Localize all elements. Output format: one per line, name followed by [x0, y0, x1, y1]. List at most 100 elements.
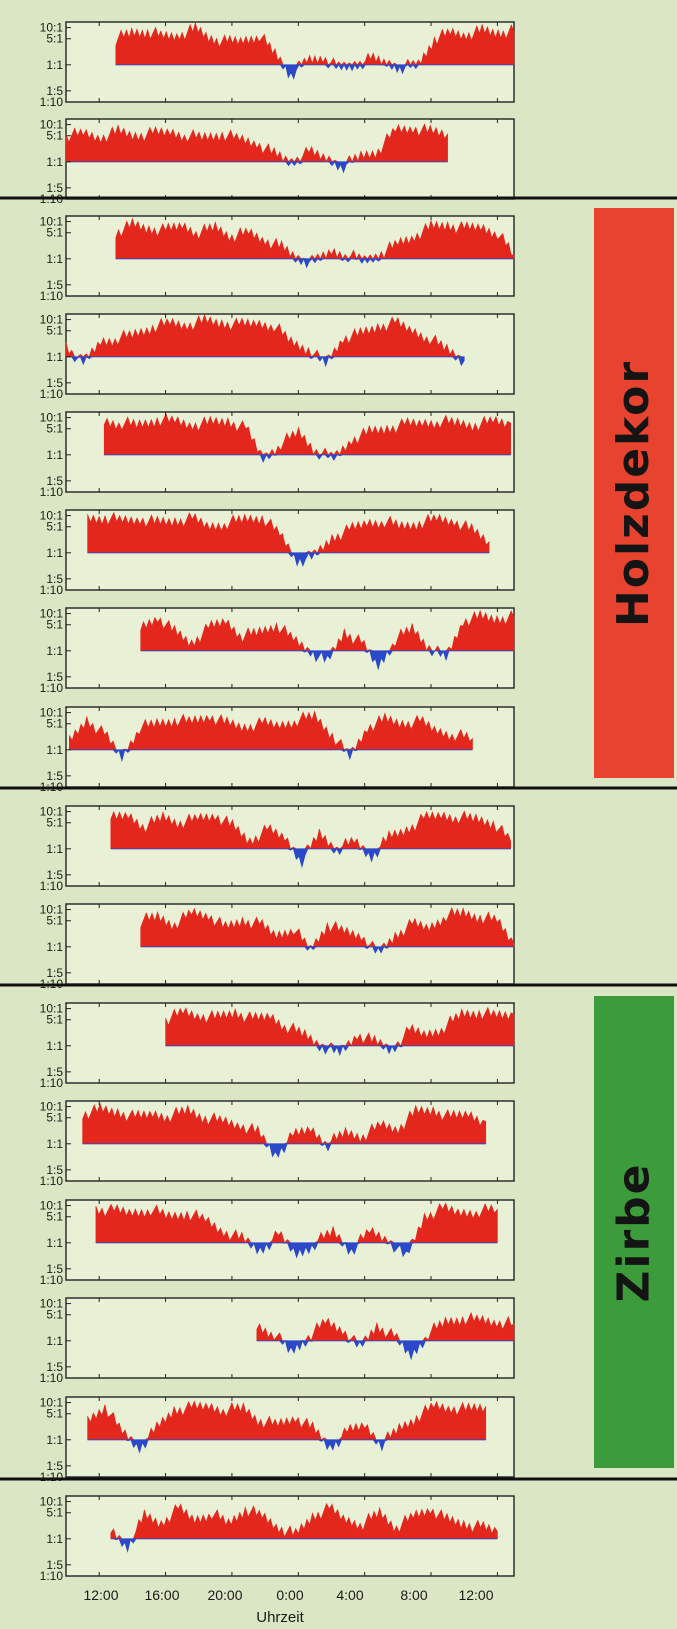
y-tick-label: 10:1	[40, 903, 64, 917]
series-above	[110, 1502, 498, 1540]
y-tick-label: 1:1	[46, 644, 63, 658]
y-tick-label: 1:5	[46, 670, 63, 684]
x-tick-label: 8:00	[400, 1587, 427, 1603]
y-tick-label: 10:1	[40, 607, 64, 621]
y-tick-label: 5:1	[46, 1210, 63, 1224]
y-tick-label: 1:1	[46, 1532, 63, 1546]
x-tick-label: 12:00	[83, 1587, 118, 1603]
panel: 10:15:11:11:51:10	[40, 903, 515, 991]
y-tick-label: 1:1	[46, 252, 63, 266]
panel: 10:15:1 1:1 1:51:10	[40, 411, 515, 499]
series-below	[66, 355, 465, 368]
y-tick-label: 10:1	[40, 215, 64, 229]
panel: 10:15:1 1:1 1:51:10	[40, 1100, 515, 1188]
y-tick-label: 1:10	[40, 289, 64, 303]
y-tick-label: 5:1	[46, 1407, 63, 1421]
x-axis-title: Uhrzeit	[256, 1609, 304, 1626]
y-tick-label: 5:1	[46, 816, 63, 830]
y-tick-label: 1:5	[46, 769, 63, 783]
y-tick-label: 10:1	[40, 1199, 64, 1213]
series-above	[103, 412, 511, 456]
y-tick-label: 1:10	[40, 1273, 64, 1287]
y-tick-label: 1:10	[40, 1569, 64, 1583]
zirbe-label-text: Zirbe	[608, 1161, 660, 1303]
panel: 10:15:11:11:51:10	[40, 1199, 515, 1287]
series-below	[82, 1143, 486, 1158]
y-tick-label: 1:10	[40, 583, 64, 597]
y-tick-label: 10:1	[40, 118, 64, 132]
series-below	[66, 160, 448, 174]
y-tick-label: 10:1	[40, 706, 64, 720]
series-above	[115, 21, 515, 66]
y-tick-label: 10:1	[40, 1297, 64, 1311]
y-tick-label: 1:5	[46, 376, 63, 390]
series-above	[87, 1400, 487, 1441]
y-tick-label: 1:1	[46, 1039, 63, 1053]
y-tick-label: 10:1	[40, 1495, 64, 1509]
zirbe-label: Zirbe	[594, 996, 674, 1468]
group-separators	[0, 196, 677, 1481]
series-below	[69, 749, 473, 763]
series-above	[69, 710, 473, 751]
y-tick-label: 1:1	[46, 448, 63, 462]
series-below	[104, 454, 511, 463]
panel: 10:15:11:11:51:10	[40, 118, 515, 206]
y-tick-label: 5:1	[46, 1111, 63, 1125]
y-tick-label: 1:10	[40, 387, 64, 401]
panel: 10:15:11:11:51:10	[40, 509, 515, 597]
y-tick-label: 1:1	[46, 546, 63, 560]
y-tick-label: 1:1	[46, 1334, 63, 1348]
panel: 10:15:1 1:1 1:51:10	[40, 215, 515, 303]
y-tick-label: 1:5	[46, 1163, 63, 1177]
y-tick-label: 10:1	[40, 1002, 64, 1016]
y-tick-label: 10:1	[40, 313, 64, 327]
y-tick-label: 1:10	[40, 95, 64, 109]
y-tick-label: 10:1	[40, 509, 64, 523]
y-tick-label: 5:1	[46, 129, 63, 143]
y-tick-label: 1:5	[46, 966, 63, 980]
y-tick-label: 1:5	[46, 1459, 63, 1473]
y-tick-label: 1:1	[46, 58, 63, 72]
series-below	[87, 1439, 486, 1454]
y-tick-label: 1:10	[40, 879, 64, 893]
holzdekor-label: Holzdekor	[594, 208, 674, 778]
series-below	[256, 1339, 514, 1361]
panel: 10:15:11:11:51:10	[40, 21, 515, 109]
y-tick-label: 5:1	[46, 226, 63, 240]
y-tick-label: 5:1	[46, 717, 63, 731]
series-below	[115, 63, 514, 80]
y-tick-label: 1:1	[46, 155, 63, 169]
y-tick-label: 1:1	[46, 1137, 63, 1151]
y-tick-label: 5:1	[46, 1308, 63, 1322]
y-tick-label: 5:1	[46, 1013, 63, 1027]
y-tick-label: 1:10	[40, 1076, 64, 1090]
x-tick-label: 12:00	[458, 1587, 493, 1603]
series-below	[115, 257, 514, 269]
holzdekor-label-text: Holzdekor	[608, 359, 660, 627]
series-above	[65, 123, 448, 163]
y-tick-label: 10:1	[40, 411, 64, 425]
panel: 10:15:11:11:51:10	[40, 313, 515, 401]
series-above	[115, 217, 515, 260]
y-tick-label: 1:1	[46, 1433, 63, 1447]
y-tick-label: 10:1	[40, 1100, 64, 1114]
y-tick-label: 5:1	[46, 520, 63, 534]
series-below	[95, 1242, 498, 1259]
y-tick-label: 1:5	[46, 1262, 63, 1276]
y-tick-label: 1:10	[40, 1470, 64, 1484]
panel: 10:15:11:11:51:10	[40, 1297, 515, 1385]
y-tick-label: 5:1	[46, 422, 63, 436]
y-tick-label: 5:1	[46, 914, 63, 928]
series-above	[140, 906, 515, 948]
y-tick-label: 1:10	[40, 1174, 64, 1188]
series-above	[110, 810, 511, 850]
y-tick-label: 1:5	[46, 474, 63, 488]
y-tick-label: 1:1	[46, 350, 63, 364]
y-tick-label: 1:10	[40, 485, 64, 499]
x-tick-label: 16:00	[144, 1587, 179, 1603]
series-below	[87, 551, 490, 567]
x-tick-label: 0:00	[276, 1587, 303, 1603]
y-tick-label: 1:5	[46, 278, 63, 292]
series-above	[87, 511, 490, 554]
